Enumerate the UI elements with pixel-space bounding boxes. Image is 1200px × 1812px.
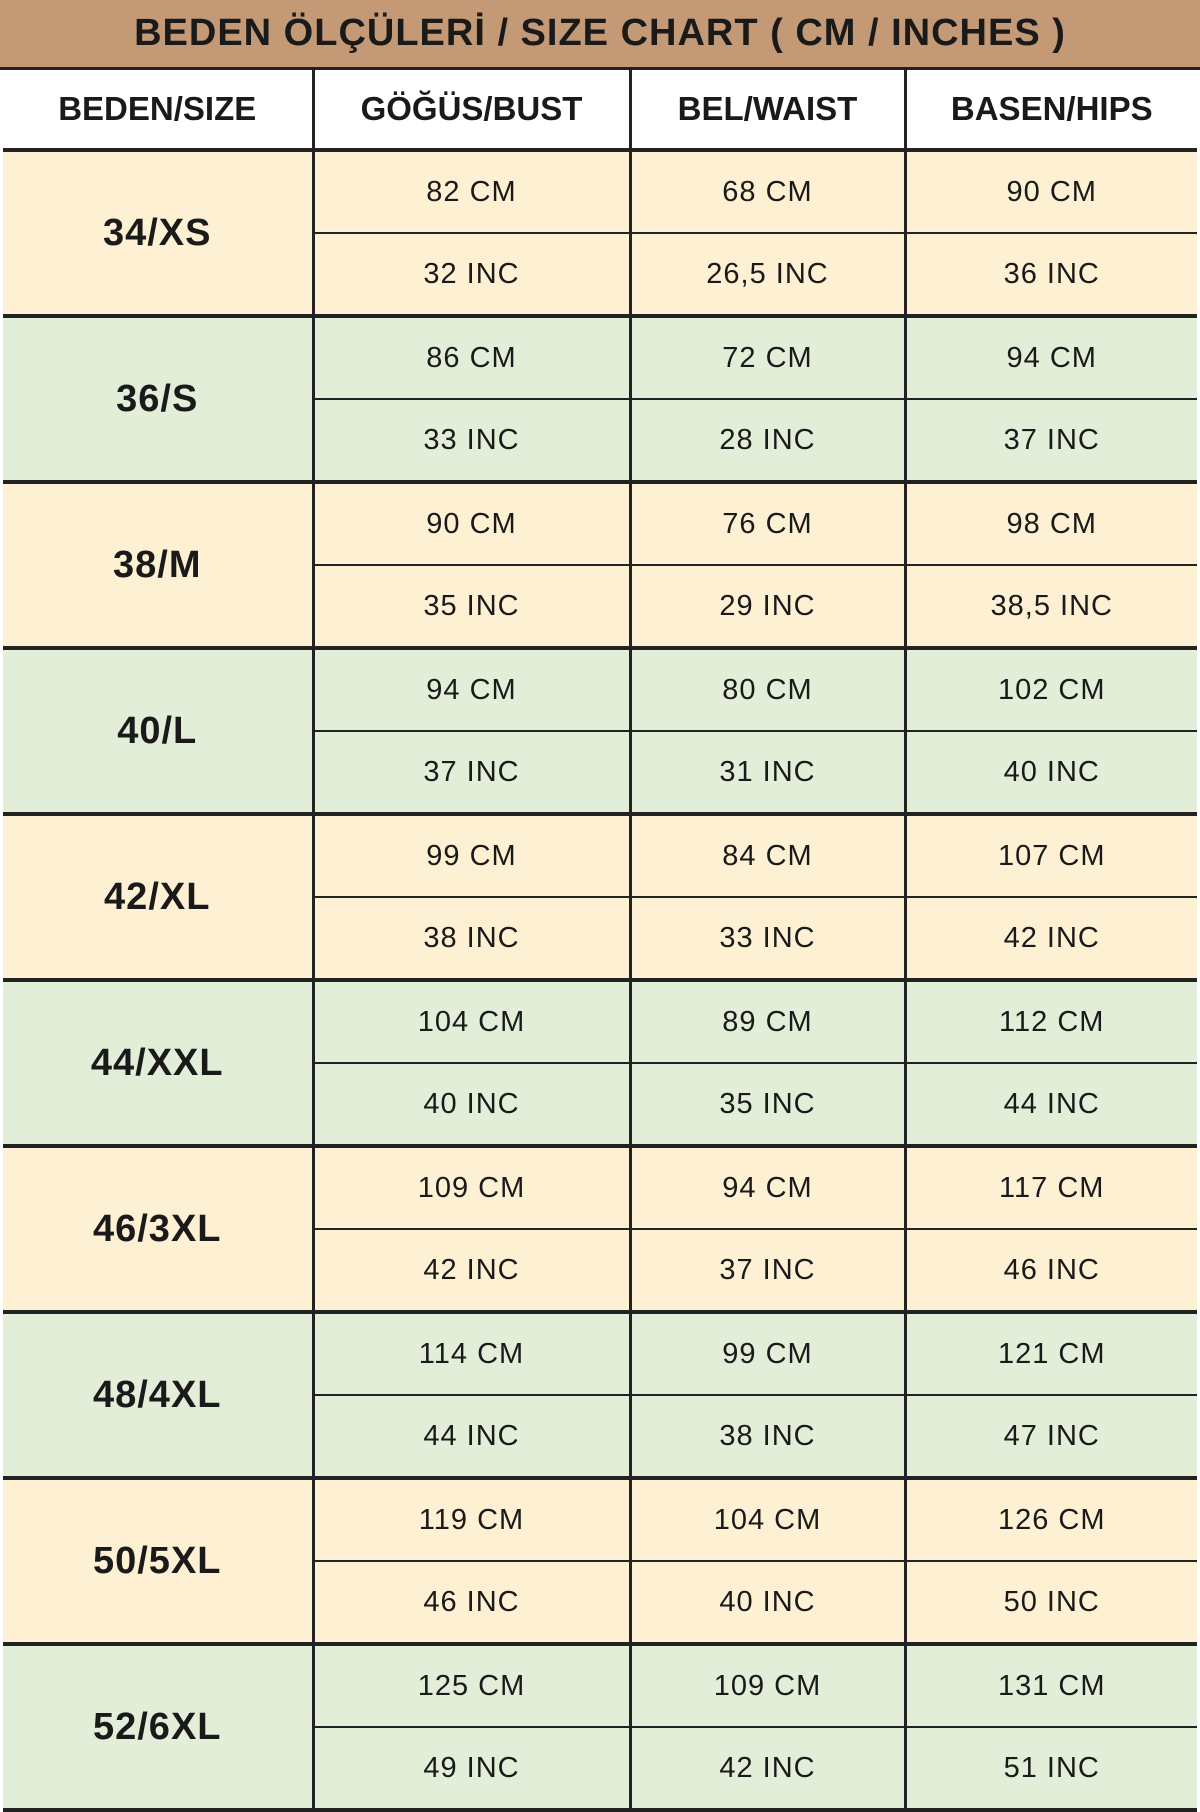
waist-cm-cell: 68 CM [628,148,905,233]
hips-cm-cell: 98 CM [903,480,1197,565]
size-label: 50/5XL [3,1476,313,1644]
hips-cm-cell: 126 CM [903,1476,1197,1561]
waist-inc-cell: 37 INC [628,1228,905,1312]
size-label: 34/XS [3,148,313,316]
table-row-inc: 38 INC 33 INC 42 INC [3,896,1197,980]
bust-cm-cell: 90 CM [311,480,630,565]
hips-inc-cell: 47 INC [903,1394,1197,1478]
header-waist: BEL/WAIST [628,70,905,152]
waist-inc-cell: 38 INC [628,1394,905,1478]
table-row-inc: 32 INC 26,5 INC 36 INC [3,232,1197,316]
table-row-inc: 42 INC 37 INC 46 INC [3,1228,1197,1312]
table-row-cm: 46/3XL 109 CM 94 CM 117 CM [3,1144,1197,1312]
bust-cm-cell: 82 CM [311,148,630,233]
waist-inc-cell: 42 INC [628,1726,905,1812]
table-row-inc: 40 INC 35 INC 44 INC [3,1062,1197,1146]
bust-inc-cell: 33 INC [311,398,630,482]
hips-cm-cell: 131 CM [903,1642,1197,1727]
table-row-inc: 49 INC 42 INC 51 INC [3,1726,1197,1812]
header-bust: GÖĞÜS/BUST [311,70,630,152]
table-row-cm: 52/6XL 125 CM 109 CM 131 CM [3,1642,1197,1812]
waist-inc-cell: 26,5 INC [628,232,905,316]
table-row-cm: 38/M 90 CM 76 CM 98 CM [3,480,1197,648]
table-row-cm: 50/5XL 119 CM 104 CM 126 CM [3,1476,1197,1644]
size-label: 44/XXL [3,978,313,1146]
bust-cm-cell: 86 CM [311,314,630,399]
hips-cm-cell: 117 CM [903,1144,1197,1229]
waist-cm-cell: 109 CM [628,1642,905,1727]
bust-cm-cell: 94 CM [311,646,630,731]
hips-inc-cell: 51 INC [903,1726,1197,1812]
waist-inc-cell: 28 INC [628,398,905,482]
waist-cm-cell: 94 CM [628,1144,905,1229]
hips-cm-cell: 102 CM [903,646,1197,731]
waist-cm-cell: 76 CM [628,480,905,565]
bust-cm-cell: 109 CM [311,1144,630,1229]
bust-inc-cell: 40 INC [311,1062,630,1146]
size-label: 36/S [3,314,313,482]
bust-cm-cell: 104 CM [311,978,630,1063]
hips-inc-cell: 50 INC [903,1560,1197,1644]
size-chart-table: BEDEN/SIZE GÖĞÜS/BUST BEL/WAIST BASEN/HI… [3,70,1197,1812]
table-row-cm: 42/XL 99 CM 84 CM 107 CM [3,812,1197,980]
hips-inc-cell: 44 INC [903,1062,1197,1146]
bust-cm-cell: 114 CM [311,1310,630,1395]
waist-inc-cell: 40 INC [628,1560,905,1644]
waist-cm-cell: 84 CM [628,812,905,897]
size-label: 52/6XL [3,1642,313,1812]
hips-cm-cell: 121 CM [903,1310,1197,1395]
size-label: 46/3XL [3,1144,313,1312]
waist-cm-cell: 89 CM [628,978,905,1063]
hips-inc-cell: 42 INC [903,896,1197,980]
hips-inc-cell: 36 INC [903,232,1197,316]
hips-cm-cell: 107 CM [903,812,1197,897]
table-row-cm: 48/4XL 114 CM 99 CM 121 CM [3,1310,1197,1478]
hips-cm-cell: 94 CM [903,314,1197,399]
waist-inc-cell: 33 INC [628,896,905,980]
hips-cm-cell: 112 CM [903,978,1197,1063]
size-label: 38/M [3,480,313,648]
bust-inc-cell: 35 INC [311,564,630,648]
size-label: 40/L [3,646,313,814]
hips-inc-cell: 37 INC [903,398,1197,482]
header-row: BEDEN/SIZE GÖĞÜS/BUST BEL/WAIST BASEN/HI… [3,70,1197,152]
bust-inc-cell: 49 INC [311,1726,630,1812]
hips-inc-cell: 46 INC [903,1228,1197,1312]
waist-cm-cell: 104 CM [628,1476,905,1561]
waist-cm-cell: 99 CM [628,1310,905,1395]
bust-inc-cell: 42 INC [311,1228,630,1312]
table-row-cm: 44/XXL 104 CM 89 CM 112 CM [3,978,1197,1146]
bust-cm-cell: 119 CM [311,1476,630,1561]
size-label: 42/XL [3,812,313,980]
bust-inc-cell: 32 INC [311,232,630,316]
waist-inc-cell: 29 INC [628,564,905,648]
table-row-inc: 33 INC 28 INC 37 INC [3,398,1197,482]
header-hips: BASEN/HIPS [903,70,1197,152]
bust-inc-cell: 38 INC [311,896,630,980]
bust-inc-cell: 46 INC [311,1560,630,1644]
bust-inc-cell: 44 INC [311,1394,630,1478]
table-row-inc: 35 INC 29 INC 38,5 INC [3,564,1197,648]
bust-inc-cell: 37 INC [311,730,630,814]
hips-inc-cell: 38,5 INC [903,564,1197,648]
table-row-cm: 34/XS 82 CM 68 CM 90 CM [3,148,1197,316]
waist-cm-cell: 80 CM [628,646,905,731]
table-row-cm: 40/L 94 CM 80 CM 102 CM [3,646,1197,814]
table-row-inc: 37 INC 31 INC 40 INC [3,730,1197,814]
chart-title: BEDEN ÖLÇÜLERİ / SIZE CHART ( CM / INCHE… [0,0,1200,70]
table-row-inc: 44 INC 38 INC 47 INC [3,1394,1197,1478]
waist-inc-cell: 31 INC [628,730,905,814]
waist-cm-cell: 72 CM [628,314,905,399]
waist-inc-cell: 35 INC [628,1062,905,1146]
bust-cm-cell: 125 CM [311,1642,630,1727]
hips-cm-cell: 90 CM [903,148,1197,233]
hips-inc-cell: 40 INC [903,730,1197,814]
table-row-cm: 36/S 86 CM 72 CM 94 CM [3,314,1197,482]
table-row-inc: 46 INC 40 INC 50 INC [3,1560,1197,1644]
bust-cm-cell: 99 CM [311,812,630,897]
header-size: BEDEN/SIZE [3,70,313,152]
size-label: 48/4XL [3,1310,313,1478]
